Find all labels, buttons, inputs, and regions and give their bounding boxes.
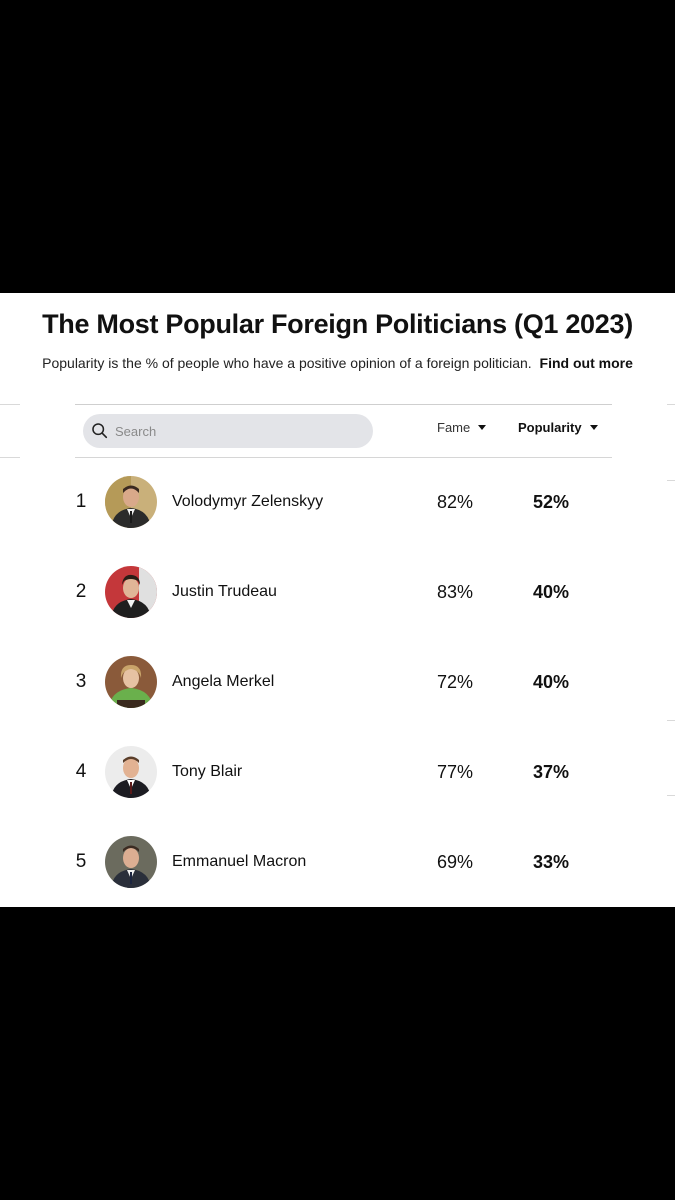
search-input[interactable] — [113, 422, 357, 440]
avatar — [105, 836, 157, 888]
politician-name: Tony Blair — [172, 763, 243, 780]
fame-value: 77% — [436, 761, 474, 782]
politician-name: Volodymyr Zelenskyy — [172, 493, 324, 510]
find-out-more-link[interactable]: Find out more — [539, 355, 633, 371]
avatar — [105, 476, 157, 528]
search-box[interactable] — [83, 414, 373, 448]
side-divider — [667, 480, 675, 481]
side-divider — [667, 795, 675, 796]
rank: 5 — [75, 851, 87, 872]
popularity-value: 40% — [532, 671, 570, 692]
fame-value: 72% — [436, 671, 474, 692]
fame-value: 83% — [436, 581, 474, 602]
side-divider — [667, 404, 675, 405]
popularity-value: 33% — [532, 851, 570, 872]
search-icon — [92, 423, 108, 439]
side-divider — [667, 720, 675, 721]
subtitle: Popularity is the % of people who have a… — [0, 355, 675, 371]
fame-value: 69% — [436, 851, 474, 872]
popularity-value: 37% — [532, 761, 570, 782]
table-row[interactable]: 4 Tony Blair 77% 37% — [75, 727, 612, 817]
popularity-value: 52% — [532, 491, 570, 512]
table-row[interactable]: 2 Justin Trudeau 83% 40% — [75, 547, 612, 637]
rank: 3 — [75, 671, 87, 692]
table-top-border — [75, 404, 612, 405]
rank: 2 — [75, 581, 87, 602]
politician-name: Emmanuel Macron — [172, 853, 307, 870]
popularity-header-label: Popularity — [518, 420, 582, 435]
politician-name: Justin Trudeau — [172, 583, 277, 600]
fame-column-header[interactable]: Fame — [437, 420, 487, 435]
table-row[interactable]: 1 Volodymyr Zelenskyy 82% 52% — [75, 457, 612, 547]
avatar — [105, 656, 157, 708]
fame-header-label: Fame — [437, 420, 471, 435]
side-divider — [0, 457, 20, 458]
page-title: The Most Popular Foreign Politicians (Q1… — [42, 309, 633, 339]
popularity-column-header[interactable]: Popularity — [518, 420, 598, 435]
caret-down-icon — [589, 425, 598, 430]
popularity-value: 40% — [532, 581, 570, 602]
side-divider — [0, 404, 20, 405]
rank: 1 — [75, 491, 87, 512]
avatar — [105, 746, 157, 798]
caret-down-icon — [478, 425, 487, 430]
rank: 4 — [75, 761, 87, 782]
ranking-panel: The Most Popular Foreign Politicians (Q1… — [0, 293, 675, 907]
table-row[interactable]: 3 Angela Merkel 72% 40% — [75, 637, 612, 727]
table-row[interactable]: 5 Emmanuel Macron 69% 33% — [75, 817, 612, 907]
header-divider — [75, 457, 612, 458]
subtitle-text: Popularity is the % of people who have a… — [42, 355, 532, 371]
avatar — [105, 566, 157, 618]
politician-name: Angela Merkel — [172, 673, 275, 690]
fame-value: 82% — [436, 491, 474, 512]
